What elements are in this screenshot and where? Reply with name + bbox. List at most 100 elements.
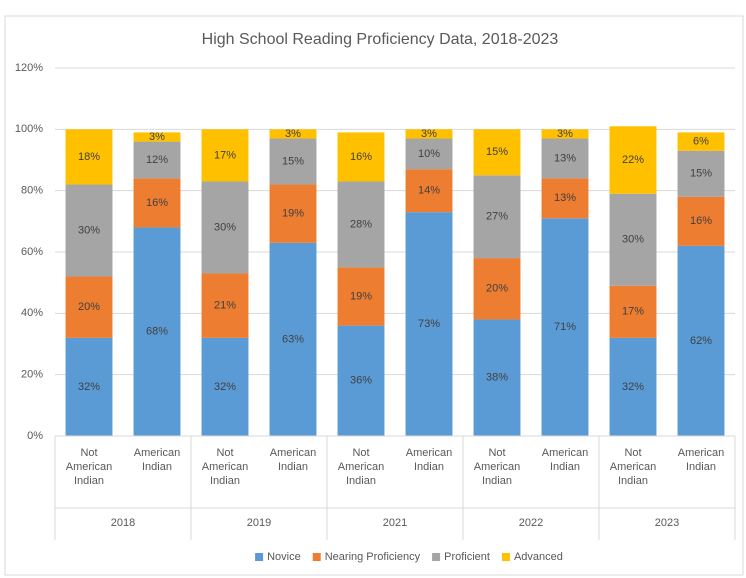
data-label: 15% (486, 146, 508, 158)
bar-segment (405, 138, 453, 170)
data-label: 15% (282, 155, 304, 167)
bar-segment (65, 129, 113, 185)
data-label: 27% (486, 211, 508, 223)
data-label: 22% (622, 154, 644, 166)
y-tick-label: 60% (21, 246, 43, 258)
legend-label: Proficient (444, 551, 490, 563)
bar-segment (473, 175, 521, 259)
data-label: 20% (486, 283, 508, 295)
y-tick-label: 80% (21, 185, 43, 197)
data-label: 14% (418, 185, 440, 197)
bar-segment (473, 258, 521, 320)
data-label: 21% (214, 300, 236, 312)
x-tick-label-box: American Indian (133, 447, 181, 473)
group-label: 2021 (383, 517, 407, 529)
data-label: 30% (214, 221, 236, 233)
data-label: 16% (690, 215, 712, 227)
bar-segment (133, 132, 181, 142)
x-tick-label-box: Not American Indian (202, 447, 248, 487)
bar-segment (473, 129, 521, 176)
data-label: 16% (146, 197, 168, 209)
data-label: 13% (554, 152, 576, 164)
group-label: 2022 (519, 517, 543, 529)
x-tick-label-box: Not American Indian (473, 447, 521, 487)
bar-segment (201, 129, 249, 182)
data-label: 38% (486, 372, 508, 384)
bar-segment (133, 178, 181, 228)
data-label: 30% (622, 234, 644, 246)
bar-segment (609, 126, 657, 194)
legend-label: Novice (267, 551, 301, 563)
bar-segment (405, 169, 453, 213)
data-label: 3% (149, 131, 165, 143)
data-label: 17% (622, 306, 644, 318)
bar-segment (609, 285, 657, 338)
data-label: 20% (78, 301, 100, 313)
bar-segment (201, 273, 249, 338)
x-tick-label: American Indian (269, 447, 317, 473)
bar-segment (677, 196, 725, 246)
legend-item: Nearing Proficiency (312, 551, 421, 563)
data-label: 71% (554, 321, 576, 333)
bar-segment (201, 181, 249, 274)
data-label: 28% (350, 218, 372, 230)
legend-swatch (312, 553, 321, 561)
y-tick-label: 20% (21, 369, 43, 381)
legend-label: Nearing Proficiency (325, 551, 421, 563)
data-label: 3% (557, 128, 573, 140)
bar-segment (541, 138, 589, 179)
bar-segment (337, 267, 385, 326)
bar-segment (677, 245, 725, 436)
bar-segment (133, 227, 181, 436)
bar-segment (201, 337, 249, 436)
y-tick-label: 0% (27, 430, 43, 442)
data-label: 19% (350, 290, 372, 302)
bar-segment (677, 132, 725, 151)
data-label: 62% (690, 335, 712, 347)
data-label: 12% (146, 154, 168, 166)
bar-segment (609, 193, 657, 286)
legend-item: Proficient (432, 551, 490, 563)
data-label: 13% (554, 192, 576, 204)
bar-segment (269, 184, 317, 243)
x-tick-label-box: Not American Indian (337, 447, 385, 487)
bar-segment (405, 212, 453, 436)
bar-segment (133, 141, 181, 179)
x-tick-label: American Indian (405, 447, 453, 473)
x-tick-label: Not American Indian (337, 447, 385, 487)
bar-segment (269, 129, 317, 139)
bar-segment (337, 325, 385, 436)
data-label: 3% (421, 128, 437, 140)
y-tick-label: 120% (15, 62, 43, 74)
bar-segment (609, 337, 657, 436)
legend-swatch (432, 553, 441, 561)
x-tick-label-box: American Indian (405, 447, 453, 473)
x-tick-label: Not American Indian (473, 447, 521, 487)
x-tick-label: American Indian (541, 447, 589, 473)
x-tick-label-box: American Indian (541, 447, 589, 473)
y-tick-label: 40% (21, 307, 43, 319)
bar-segment (65, 276, 113, 338)
x-tick-label: American Indian (677, 447, 725, 473)
bar-segment (337, 132, 385, 182)
x-tick-label: Not American Indian (65, 447, 113, 487)
bar-segment (677, 150, 725, 197)
bar-segment (541, 218, 589, 436)
x-tick-label-box: Not American Indian (610, 447, 656, 487)
legend-item: Novice (255, 551, 301, 563)
x-tick-label: American Indian (133, 447, 181, 473)
legend-label: Advanced (514, 551, 563, 563)
data-label: 32% (214, 381, 236, 393)
bar-segment (337, 181, 385, 268)
legend-swatch (501, 553, 510, 561)
data-label: 6% (693, 136, 709, 148)
x-tick-label-box: American Indian (677, 447, 725, 473)
data-label: 15% (690, 168, 712, 180)
bar-segment (405, 129, 453, 139)
data-label: 36% (350, 375, 372, 387)
x-tick-label-box: American Indian (269, 447, 317, 473)
bar-segment (65, 184, 113, 277)
data-label: 17% (214, 149, 236, 161)
bar-segment (269, 138, 317, 185)
